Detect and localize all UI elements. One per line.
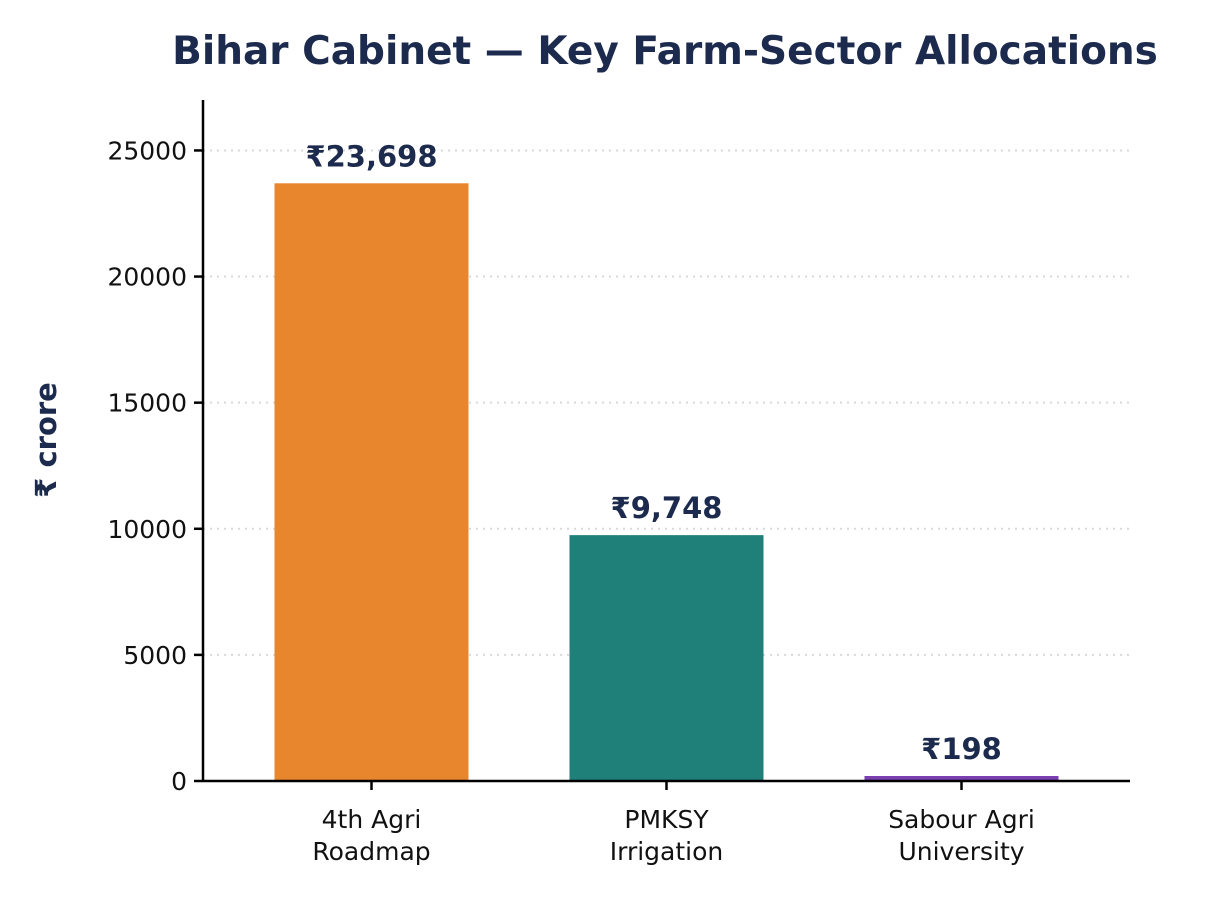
y-tick-label: 0 [171, 767, 187, 796]
bar-value-label: ₹198 [921, 732, 1002, 766]
y-tick-label: 20000 [107, 263, 187, 292]
chart-title: Bihar Cabinet — Key Farm-Sector Allocati… [172, 29, 1158, 74]
x-tick-label: 4th Agri Roadmap [312, 805, 430, 866]
bars [274, 183, 1059, 781]
y-tick-label: 25000 [107, 136, 187, 165]
bar-value-label: ₹23,698 [305, 139, 437, 173]
y-tick-label: 15000 [107, 389, 187, 418]
labels: 0 5000 10000 15000 20000 25000 ₹23,698 4th Agri… [107, 136, 1034, 866]
y-tick-label: 10000 [107, 515, 187, 544]
x-tick-label: PMKSY Irrigation [610, 805, 724, 866]
axes [194, 100, 1130, 790]
x-tick-label: Sabour Agri University [888, 805, 1035, 866]
bar [864, 776, 1059, 781]
y-axis-label: ₹ crore [29, 382, 63, 498]
bar [569, 535, 764, 781]
y-tick-label: 5000 [123, 641, 187, 670]
bar [274, 183, 469, 781]
bar-value-label: ₹9,748 [611, 491, 723, 525]
